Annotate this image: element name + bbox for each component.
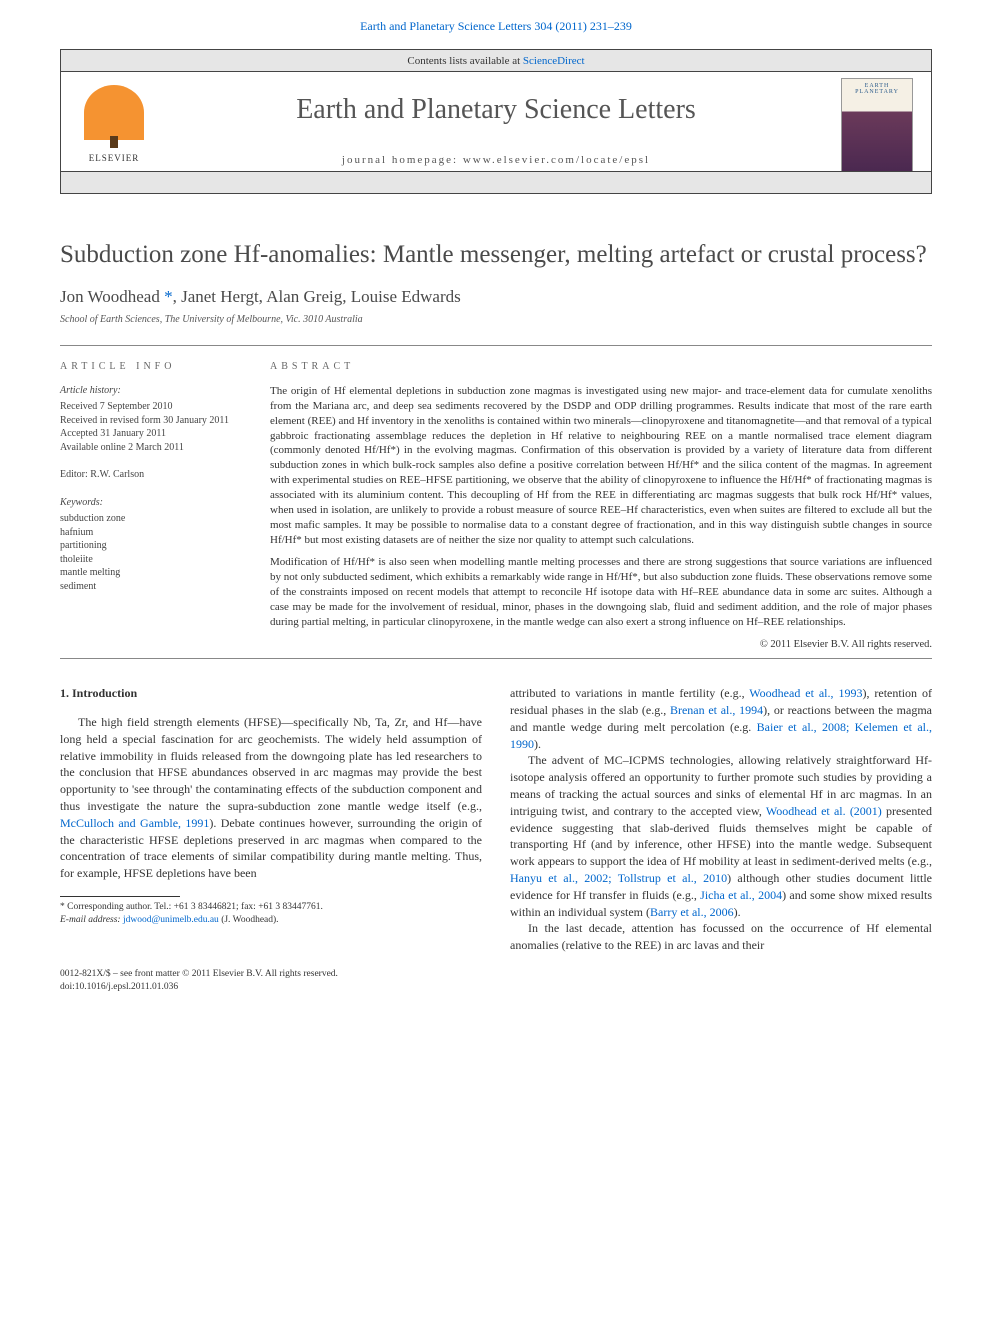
header-top-band: Contents lists available at ScienceDirec… [61,50,931,72]
keywords-block: Keywords: subduction zone hafnium partit… [60,496,250,593]
abstract-p1: The origin of Hf elemental depletions in… [270,384,932,547]
reference-link[interactable]: Brenan et al., 1994 [670,703,763,717]
reference-link[interactable]: Hanyu et al., 2002; Tollstrup et al., 20… [510,871,727,885]
body-col-right: attributed to variations in mantle ferti… [510,685,932,954]
abstract-copyright: © 2011 Elsevier B.V. All rights reserved… [270,638,932,653]
reference-link[interactable]: Barry et al., 2006 [650,905,734,919]
elsevier-logo: ELSEVIER [79,85,149,165]
body-col-left: 1. Introduction The high field strength … [60,685,482,954]
body-para: The advent of MC–ICPMS technologies, all… [510,752,932,920]
email-label: E-mail address: [60,915,121,925]
abstract-heading: ABSTRACT [270,360,932,374]
reference-link[interactable]: Jicha et al., 2004 [700,888,782,902]
keyword: hafnium [60,526,250,540]
article-title: Subduction zone Hf-anomalies: Mantle mes… [60,239,932,272]
abstract-p2: Modification of Hf/Hf* is also seen when… [270,555,932,629]
authors-rest: , Janet Hergt, Alan Greig, Louise Edward… [173,287,461,306]
history-title: Article history: [60,384,250,398]
keyword: mantle melting [60,566,250,580]
bottom-matter: 0012-821X/$ – see front matter © 2011 El… [60,968,932,995]
history-line: Received 7 September 2010 [60,400,250,414]
issn-line: 0012-821X/$ – see front matter © 2011 El… [60,968,932,981]
elsevier-tree-icon [84,85,144,140]
body-para: In the last decade, attention has focuss… [510,920,932,954]
doi-line: doi:10.1016/j.epsl.2011.01.036 [60,981,932,994]
history-line: Accepted 31 January 2011 [60,427,250,441]
corr-tel-fax: * Corresponding author. Tel.: +61 3 8344… [60,901,482,914]
email-link[interactable]: jdwood@unimelb.edu.au [123,915,219,925]
editor-label: Editor: [60,469,90,480]
keywords-title: Keywords: [60,496,250,510]
cover-title: EARTH PLANETARY [844,83,910,96]
keyword: subduction zone [60,512,250,526]
info-heading: ARTICLE INFO [60,360,250,374]
keyword: partitioning [60,539,250,553]
elsevier-text: ELSEVIER [89,152,140,165]
journal-homepage: journal homepage: www.elsevier.com/locat… [61,153,931,168]
corresponding-mark[interactable]: * [164,287,173,306]
authors-line: Jon Woodhead *, Janet Hergt, Alan Greig,… [60,285,932,309]
email-who: (J. Woodhead). [221,915,278,925]
abstract-column: ABSTRACT The origin of Hf elemental depl… [270,360,932,652]
journal-cover-thumbnail: EARTH PLANETARY [841,78,913,173]
article-info-column: ARTICLE INFO Article history: Received 7… [60,360,270,652]
affiliation: School of Earth Sciences, The University… [60,313,932,327]
history-line: Available online 2 March 2011 [60,441,250,455]
top-citation-link: Earth and Planetary Science Letters 304 … [0,0,992,49]
editor-name: R.W. Carlson [90,469,144,480]
corresponding-footnote: * Corresponding author. Tel.: +61 3 8344… [60,901,482,927]
keyword: tholeiite [60,553,250,567]
info-abstract-row: ARTICLE INFO Article history: Received 7… [60,346,932,652]
history-line: Received in revised form 30 January 2011 [60,414,250,428]
article-history-block: Article history: Received 7 September 20… [60,384,250,454]
author-1: Jon Woodhead [60,287,160,306]
body-para: attributed to variations in mantle ferti… [510,685,932,752]
divider-bottom [60,658,932,659]
journal-header-box: Contents lists available at ScienceDirec… [60,49,932,194]
sciencedirect-link[interactable]: ScienceDirect [523,55,585,67]
footnote-divider [60,896,180,897]
reference-link[interactable]: McCulloch and Gamble, 1991 [60,816,209,830]
header-bottom-band [61,171,931,193]
reference-link[interactable]: Woodhead et al. (2001) [766,804,882,818]
editor-block: Editor: R.W. Carlson [60,468,250,482]
journal-title: Earth and Planetary Science Letters [61,72,931,129]
body-para: The high field strength elements (HFSE)—… [60,714,482,882]
reference-link[interactable]: Woodhead et al., 1993 [749,686,862,700]
section-heading: 1. Introduction [60,685,482,702]
journal-link[interactable]: Earth and Planetary Science Letters 304 … [360,19,632,33]
body-columns: 1. Introduction The high field strength … [60,685,932,954]
lists-text: Contents lists available at [407,55,522,67]
keyword: sediment [60,580,250,594]
